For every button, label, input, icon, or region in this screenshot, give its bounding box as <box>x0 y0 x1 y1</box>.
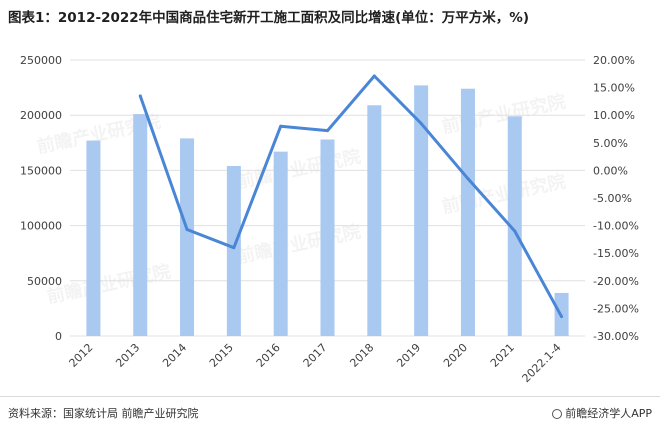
watermark-text: 前瞻产业研究院 <box>440 170 568 218</box>
x-axis-tick-label: 2013 <box>113 341 142 370</box>
right-axis-tick-label: -20.00% <box>593 275 639 288</box>
right-axis-tick-label: -30.00% <box>593 330 639 343</box>
x-axis-tick-label: 2021 <box>488 341 517 370</box>
x-axis-tick-label: 2012 <box>67 341 96 370</box>
line-point <box>513 229 517 233</box>
right-axis-tick-label: 15.00% <box>593 82 635 95</box>
bar <box>507 116 522 336</box>
brand-text: 前瞻经济学人APP <box>565 407 652 420</box>
bar <box>180 138 195 336</box>
brand-label: 前瞻经济学人APP <box>552 405 652 421</box>
left-axis-tick-label: 150000 <box>20 164 62 177</box>
source-note: 资料来源：国家统计局 前瞻产业研究院 <box>8 407 199 420</box>
x-axis-tick-label: 2016 <box>254 341 283 370</box>
right-axis-tick-label: 0.00% <box>593 164 628 177</box>
watermark-text: 前瞻产业研究院 <box>45 260 173 308</box>
bar <box>273 151 288 336</box>
line-point <box>326 129 329 133</box>
footer-divider <box>0 396 660 397</box>
right-axis-tick-label: 20.00% <box>593 54 635 67</box>
chart: 前瞻产业研究院前瞻产业研究院前瞻产业研究院前瞻产业研究院前瞻产业研究院前瞻产业研… <box>20 54 639 385</box>
bar <box>414 85 429 336</box>
chart-title: 图表1：2012-2022年中国商品住宅新开工施工面积及同比增速(单位：万平方米… <box>8 10 530 26</box>
line-series <box>138 74 564 319</box>
x-axis-tick-label: 2014 <box>160 341 189 370</box>
x-axis-tick-label: 2019 <box>394 341 423 370</box>
bar <box>367 105 382 336</box>
line-point <box>138 94 142 98</box>
watermark-text: 前瞻产业研究院 <box>235 145 363 193</box>
x-axis-tick-label: 2017 <box>301 341 330 370</box>
right-axis-tick-label: -10.00% <box>593 220 639 233</box>
left-axis-tick-label: 50000 <box>27 275 62 288</box>
right-axis-tick-label: -5.00% <box>593 192 632 205</box>
left-axis-tick-label: 0 <box>55 330 62 343</box>
bar <box>460 88 475 336</box>
left-axis-tick-label: 200000 <box>20 109 62 122</box>
right-axis-ticks: -30.00% -25.00% -20.00% -15.00% -10.00% -5.00… <box>593 54 639 343</box>
bar <box>226 165 241 336</box>
watermark-text: 前瞻产业研究院 <box>440 90 568 138</box>
line-point <box>372 74 376 78</box>
line-point <box>279 124 283 128</box>
bar-series <box>86 85 569 336</box>
bar <box>133 114 148 336</box>
right-axis-tick-label: -15.00% <box>593 247 639 260</box>
x-axis-tick-label: 2022.1-4 <box>520 341 564 385</box>
right-axis-tick-label: -25.00% <box>593 302 639 315</box>
line-point <box>419 121 423 125</box>
right-axis-tick-label: 5.00% <box>593 137 628 150</box>
bar <box>320 139 335 336</box>
line-point <box>232 246 236 250</box>
right-axis-tick-label: 10.00% <box>593 109 635 122</box>
x-axis-ticks: 2012 2013 2014 2015 2016 2017 2018 2019 2020 2021… <box>67 341 564 385</box>
line-point <box>466 177 470 181</box>
bar <box>86 140 101 336</box>
growth-line <box>138 74 563 318</box>
left-axis-tick-label: 100000 <box>20 220 62 233</box>
brand-logo-icon <box>552 409 563 419</box>
left-axis-ticks: 0 50000 100000 150000 200000 250000 <box>20 54 62 343</box>
watermark-text: 前瞻产业研究院 <box>235 220 363 268</box>
left-axis-tick-label: 250000 <box>20 54 62 67</box>
x-axis-tick-label: 2015 <box>207 341 236 370</box>
x-axis-tick-label: 2020 <box>441 341 470 370</box>
line-point <box>560 315 564 319</box>
line-point <box>185 227 189 231</box>
x-axis-tick-label: 2018 <box>347 341 376 370</box>
